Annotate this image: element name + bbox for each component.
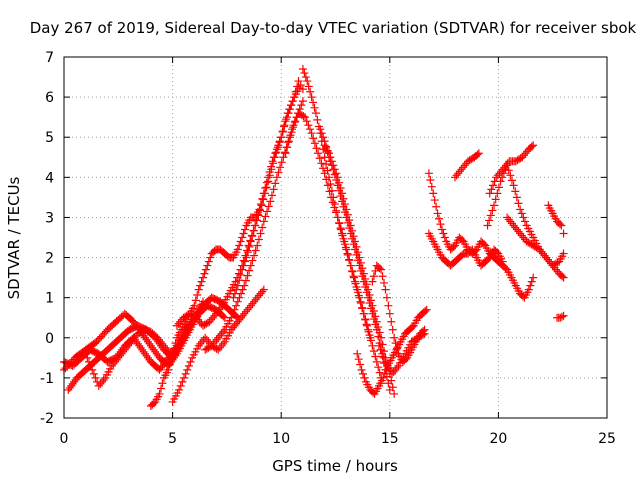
y-axis-label: SDTVAR / TECUs <box>5 176 23 299</box>
series-t23 <box>544 201 568 238</box>
marker-path <box>374 329 429 378</box>
y-tick-label: 0 <box>45 331 54 347</box>
series-t22 <box>503 213 568 282</box>
y-tick-label: 5 <box>45 130 54 146</box>
marker-path <box>229 77 303 302</box>
series-t13 <box>281 109 375 342</box>
series-t24 <box>553 311 568 322</box>
series-t16 <box>374 329 429 378</box>
plot-frame <box>63 56 608 419</box>
marker-path <box>450 149 483 182</box>
series-t19 <box>450 149 483 182</box>
series-t8 <box>229 77 303 302</box>
marker-path <box>553 311 568 322</box>
series-t18 <box>424 169 538 302</box>
y-tick-label: -1 <box>40 371 54 387</box>
x-tick-label: 25 <box>598 431 616 447</box>
series-t4 <box>81 325 175 390</box>
x-axis-label: GPS time / hours <box>272 457 398 475</box>
marker-path <box>281 109 375 342</box>
y-tick-label: 6 <box>45 90 54 106</box>
x-tick-label: 20 <box>489 431 507 447</box>
y-tick-label: 7 <box>45 50 54 66</box>
x-tick-label: 15 <box>381 431 399 447</box>
marker-path <box>81 325 175 390</box>
marker-path <box>503 213 568 282</box>
y-tick-label: 1 <box>45 291 54 307</box>
data-points <box>60 65 568 410</box>
axis-ticks: -2 -1 0 1 2 3 4 5 6 7 0 5 10 15 20 25 <box>40 50 616 447</box>
marker-path <box>424 169 538 302</box>
series-t20 <box>485 141 538 198</box>
marker-path <box>544 201 568 238</box>
x-tick-label: 10 <box>272 431 290 447</box>
chart-title: Day 267 of 2019, Sidereal Day-to-day VTE… <box>30 19 637 37</box>
marker-path <box>485 141 538 198</box>
y-tick-label: 2 <box>45 251 54 267</box>
y-tick-label: 3 <box>45 210 54 226</box>
y-tick-label: 4 <box>45 170 54 186</box>
y-tick-label: -2 <box>40 411 54 427</box>
x-tick-label: 5 <box>168 431 177 447</box>
x-tick-label: 0 <box>60 431 69 447</box>
